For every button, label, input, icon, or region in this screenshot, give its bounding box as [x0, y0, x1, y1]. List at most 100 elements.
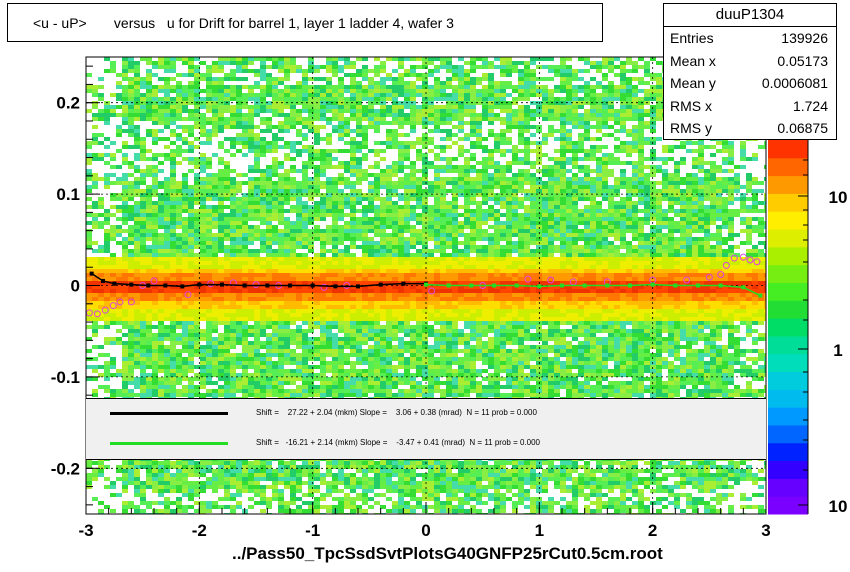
heatmap-cell: [374, 85, 380, 89]
heatmap-cell: [278, 185, 284, 189]
heatmap-cell: [584, 225, 590, 229]
heatmap-cell: [230, 277, 236, 281]
heatmap-cell: [422, 73, 428, 77]
heatmap-cell: [200, 257, 206, 261]
heatmap-cell: [590, 177, 596, 181]
heatmap-cell: [512, 85, 518, 89]
heatmap-cell: [302, 173, 308, 177]
heatmap-cell: [254, 153, 260, 157]
heatmap-cell: [170, 109, 176, 113]
heatmap-cell: [494, 161, 500, 165]
heatmap-cell: [434, 213, 440, 217]
heatmap-cell: [638, 229, 644, 233]
heatmap-cell: [590, 113, 596, 117]
heatmap-cell: [380, 229, 386, 233]
heatmap-cell: [542, 189, 548, 193]
heatmap-cell: [620, 209, 626, 213]
heatmap-cell: [446, 81, 452, 85]
heatmap-cell: [470, 89, 476, 93]
heatmap-cell: [92, 177, 98, 181]
heatmap-cell: [146, 217, 152, 221]
heatmap-cell: [206, 241, 212, 245]
heatmap-cell: [422, 121, 428, 125]
heatmap-cell: [296, 245, 302, 249]
heatmap-cell: [704, 249, 710, 253]
heatmap-cell: [326, 213, 332, 217]
heatmap-cell: [302, 233, 308, 237]
heatmap-cell: [488, 149, 494, 153]
heatmap-cell: [206, 97, 212, 101]
heatmap-cell: [446, 209, 452, 213]
heatmap-cell: [350, 185, 356, 189]
heatmap-cell: [428, 161, 434, 165]
heatmap-cell: [428, 221, 434, 225]
heatmap-cell: [302, 89, 308, 93]
heatmap-cell: [158, 209, 164, 213]
heatmap-cell: [266, 277, 272, 281]
heatmap-cell: [506, 245, 512, 249]
heatmap-cell: [326, 185, 332, 189]
heatmap-cell: [170, 117, 176, 121]
heatmap-cell: [200, 125, 206, 129]
heatmap-cell: [548, 205, 554, 209]
heatmap-cell: [164, 273, 170, 277]
heatmap-cell: [308, 153, 314, 157]
heatmap-cell: [326, 109, 332, 113]
heatmap-cell: [356, 173, 362, 177]
heatmap-cell: [458, 85, 464, 89]
heatmap-cell: [182, 149, 188, 153]
heatmap-cell: [488, 89, 494, 93]
heatmap-cell: [416, 277, 422, 281]
heatmap-cell: [374, 81, 380, 85]
heatmap-cell: [212, 261, 218, 265]
heatmap-cell: [368, 277, 374, 281]
heatmap-cell: [194, 93, 200, 97]
heatmap-cell: [692, 165, 698, 169]
heatmap-cell: [632, 117, 638, 121]
heatmap-cell: [626, 201, 632, 205]
heatmap-cell: [620, 173, 626, 177]
heatmap-cell: [428, 137, 434, 141]
heatmap-cell: [614, 257, 620, 261]
heatmap-cell: [500, 269, 506, 273]
heatmap-cell: [434, 257, 440, 261]
heatmap-cell: [116, 273, 122, 277]
heatmap-cell: [254, 69, 260, 73]
heatmap-cell: [626, 149, 632, 153]
heatmap-cell: [308, 69, 314, 73]
heatmap-cell: [206, 225, 212, 229]
heatmap-cell: [308, 89, 314, 93]
heatmap-cell: [500, 149, 506, 153]
heatmap-cell: [236, 85, 242, 89]
heatmap-cell: [242, 141, 248, 145]
heatmap-cell: [248, 201, 254, 205]
heatmap-cell: [452, 69, 458, 73]
heatmap-cell: [380, 113, 386, 117]
heatmap-cell: [728, 265, 734, 269]
heatmap-cell: [290, 245, 296, 249]
heatmap-cell: [728, 249, 734, 253]
heatmap-cell: [380, 85, 386, 89]
heatmap-cell: [284, 141, 290, 145]
heatmap-cell: [518, 61, 524, 65]
heatmap-cell: [608, 253, 614, 257]
heatmap-cell: [728, 149, 734, 153]
heatmap-cell: [134, 85, 140, 89]
heatmap-cell: [182, 217, 188, 221]
heatmap-cell: [458, 165, 464, 169]
heatmap-cell: [566, 177, 572, 181]
heatmap-cell: [740, 201, 746, 205]
heatmap-cell: [194, 261, 200, 265]
heatmap-cell: [308, 245, 314, 249]
heatmap-cell: [464, 269, 470, 273]
heatmap-cell: [272, 217, 278, 221]
heatmap-cell: [404, 193, 410, 197]
heatmap-cell: [236, 269, 242, 273]
heatmap-cell: [248, 273, 254, 277]
heatmap-cell: [224, 109, 230, 113]
heatmap-cell: [170, 233, 176, 237]
heatmap-cell: [326, 149, 332, 153]
heatmap-cell: [488, 265, 494, 269]
heatmap-cell: [566, 261, 572, 265]
heatmap-cell: [524, 161, 530, 165]
